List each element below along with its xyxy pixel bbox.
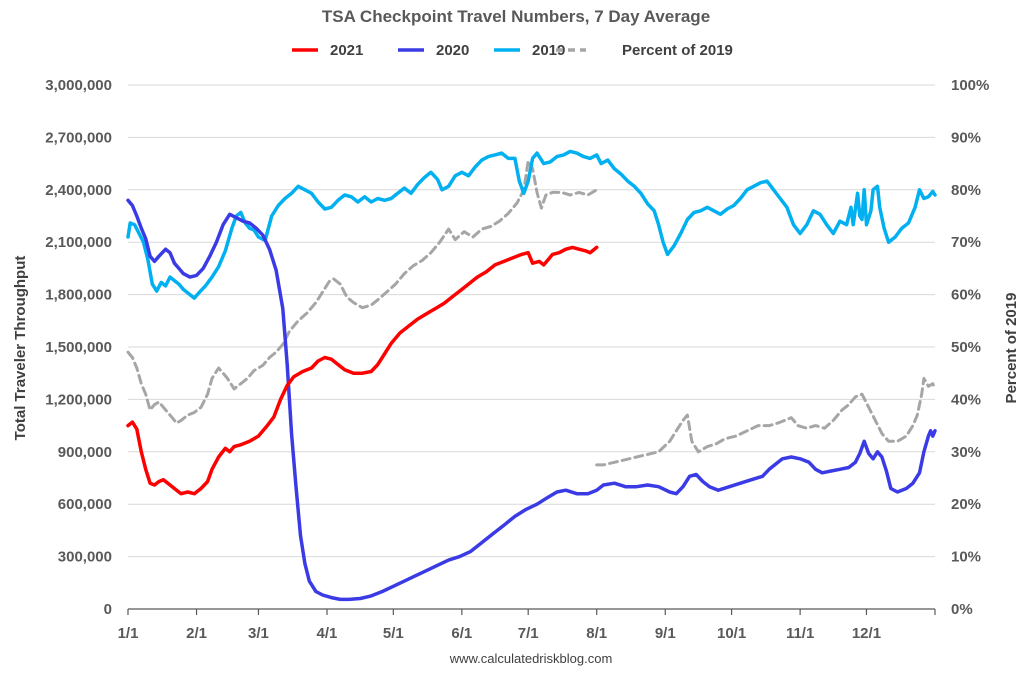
x-tick-label: 11/1 (786, 625, 814, 642)
left-axis-title: Total Traveler Throughput (12, 256, 29, 441)
x-tick-label: 10/1 (717, 625, 746, 642)
y-tick-label: 2,700,000 (45, 129, 112, 146)
y2-tick-label: 40% (951, 391, 981, 408)
x-tick-label: 4/1 (317, 625, 338, 642)
y2-tick-label: 80% (951, 182, 981, 199)
x-axis-ticks: 1/1 2/1 3/1 4/1 5/1 6/1 7/1 8/1 9/1 10/1 11/1 12/1 (118, 609, 936, 642)
y-tick-label: 300,000 (58, 549, 112, 566)
y2-tick-label: 20% (951, 496, 981, 513)
series-line-2020 (126, 198, 937, 602)
series-lines (126, 149, 937, 602)
right-axis-title: Percent of 2019 (1003, 293, 1020, 404)
source-credit: www.calculatedriskblog.com (449, 651, 613, 666)
y-tick-label: 2,400,000 (45, 182, 112, 199)
series-line-2019 (126, 149, 937, 300)
y2-tick-label: 10% (951, 549, 981, 566)
y2-tick-label: 30% (951, 444, 981, 461)
y2-tick-label: 0% (951, 601, 973, 618)
y2-tick-label: 100% (951, 77, 989, 94)
series-line-2021 (126, 245, 599, 496)
x-tick-label: 2/1 (186, 625, 207, 642)
y-tick-label: 900,000 (58, 444, 112, 461)
x-tick-label: 7/1 (518, 625, 539, 642)
x-tick-label: 12/1 (852, 625, 881, 642)
y-tick-label: 0 (104, 601, 112, 618)
series-line-percent-of-2019 (126, 159, 937, 467)
y2-tick-label: 60% (951, 287, 981, 304)
legend-label: 2020 (436, 42, 469, 59)
chart-title: TSA Checkpoint Travel Numbers, 7 Day Ave… (322, 7, 710, 26)
x-tick-label: 5/1 (383, 625, 404, 642)
y-tick-label: 1,500,000 (45, 339, 112, 356)
y2-tick-label: 90% (951, 129, 981, 146)
right-axis-ticks: 0% 10% 20% 30% 40% 50% 60% 70% 80% 90% 100% (951, 77, 989, 618)
y-tick-label: 2,100,000 (45, 234, 112, 251)
y2-tick-label: 70% (951, 234, 981, 251)
gridlines (128, 84, 935, 558)
y-tick-label: 1,800,000 (45, 287, 112, 304)
x-tick-label: 8/1 (586, 625, 607, 642)
x-tick-label: 6/1 (451, 625, 472, 642)
x-tick-label: 3/1 (248, 625, 269, 642)
legend-label: 2021 (330, 42, 363, 59)
y-tick-label: 600,000 (58, 496, 112, 513)
y-tick-label: 3,000,000 (45, 77, 112, 94)
y2-tick-label: 50% (951, 339, 981, 356)
legend-label: 2019 (532, 42, 565, 59)
y-tick-label: 1,200,000 (45, 391, 112, 408)
x-tick-label: 9/1 (655, 625, 676, 642)
left-axis-ticks: 0 300,000 600,000 900,000 1,200,000 1,500,000… (45, 77, 112, 618)
x-tick-label: 1/1 (118, 625, 139, 642)
legend: 2021 2020 2019 Percent of 2019 (292, 42, 733, 59)
legend-label: Percent of 2019 (622, 42, 733, 59)
